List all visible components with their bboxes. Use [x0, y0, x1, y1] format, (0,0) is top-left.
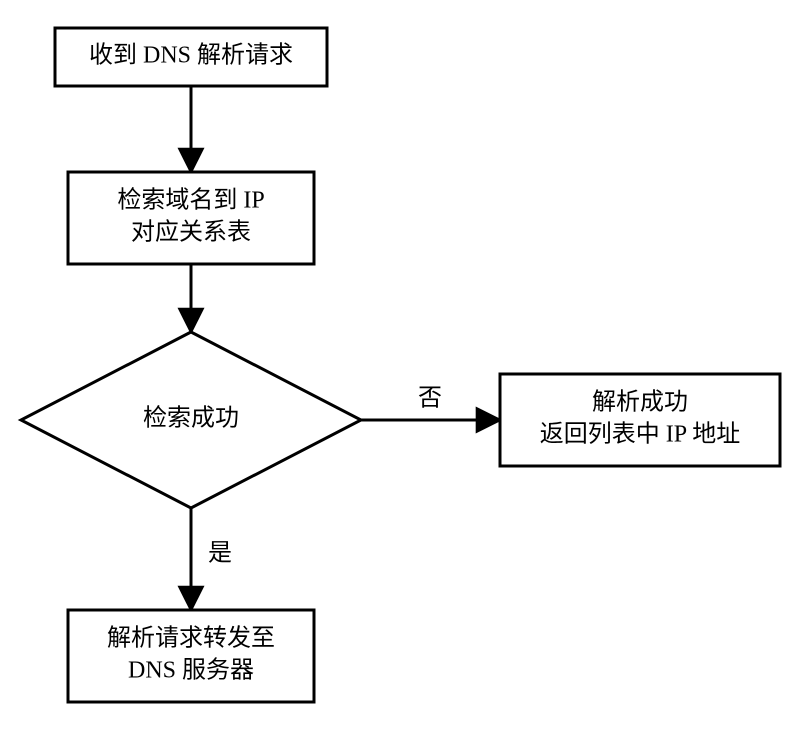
- edge-label-e3: 否: [418, 386, 442, 412]
- node-n5: [68, 610, 314, 702]
- node-text-n1-line0: 收到 DNS 解析请求: [89, 42, 293, 69]
- node-text-n5-line1: DNS 服务器: [128, 657, 254, 684]
- node-text-n4-line1: 返回列表中 IP 地址: [540, 421, 740, 448]
- edge-label-e4: 是: [208, 541, 232, 567]
- node-text-n5-line0: 解析请求转发至: [107, 624, 275, 651]
- flowchart-canvas: 否是 收到 DNS 解析请求检索域名到 IP 对应关系表检索成功 解析成功返回列表中 …: [0, 0, 800, 747]
- node-text-n4-line0: 解析成功: [592, 388, 688, 415]
- node-n4: [500, 374, 780, 466]
- node-text-n3-line0: 检索成功: [143, 405, 239, 432]
- node-text-n2-line0: 检索域名到 IP: [117, 186, 264, 213]
- node-text-n2-line1: 对应关系表: [131, 219, 251, 246]
- node-n2: [68, 172, 314, 264]
